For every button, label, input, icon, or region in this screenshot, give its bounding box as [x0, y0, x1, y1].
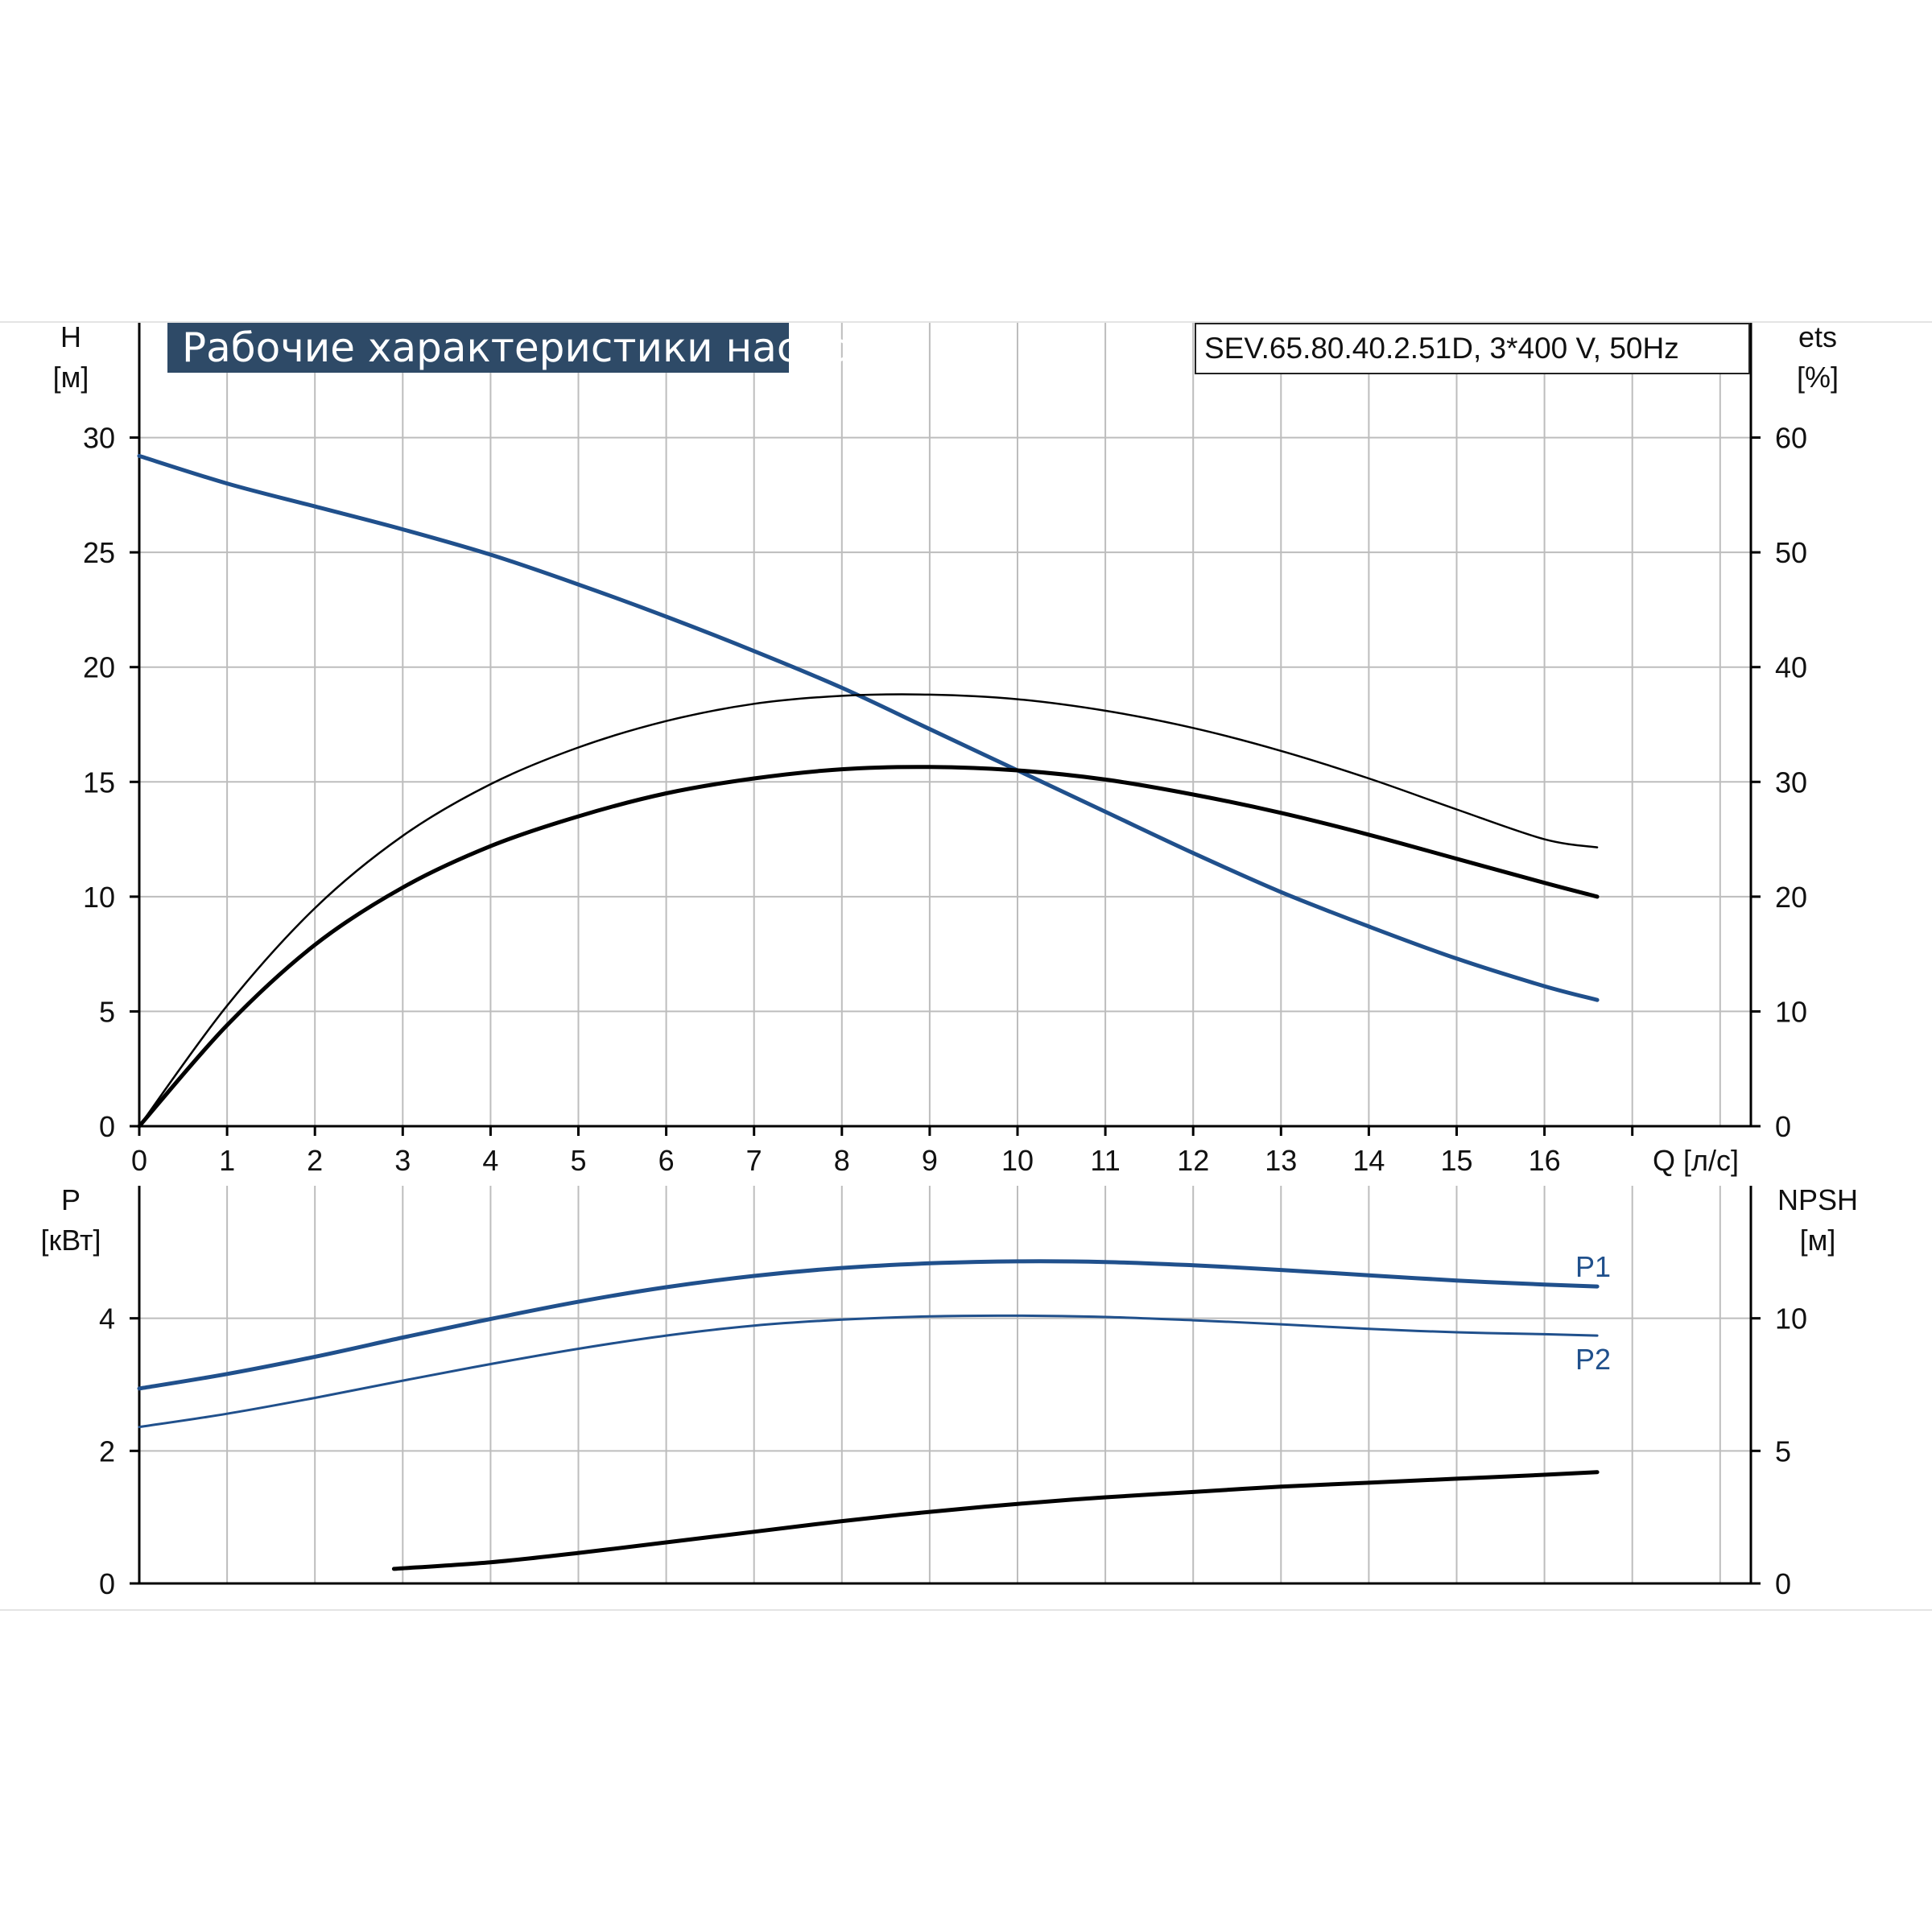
- y-right-tick-label: 10: [1775, 1302, 1807, 1335]
- x-axis-title: Q [л/с]: [1653, 1144, 1739, 1177]
- x-tick-label: 15: [1440, 1144, 1472, 1177]
- y-right-tick-label: 40: [1775, 651, 1807, 684]
- x-tick-label: 10: [1001, 1144, 1034, 1177]
- y-right-tick-label: 20: [1775, 881, 1807, 914]
- x-tick-label: 16: [1529, 1144, 1561, 1177]
- y-right-tick-label: 50: [1775, 536, 1807, 569]
- x-tick-label: 14: [1352, 1144, 1385, 1177]
- x-tick-label: 5: [570, 1144, 586, 1177]
- y-right-title: ets: [1798, 320, 1837, 353]
- x-tick-label: 2: [307, 1144, 323, 1177]
- series-label-P1: P1: [1575, 1250, 1611, 1283]
- series-line-1-0: [137, 1259, 1600, 1391]
- y-right-unit: [%]: [1797, 361, 1839, 394]
- x-tick-label: 6: [658, 1144, 675, 1177]
- y-right-tick-label: 0: [1775, 1110, 1791, 1143]
- y-right-tick-label: 60: [1775, 422, 1807, 455]
- x-tick-label: 8: [834, 1144, 850, 1177]
- y-left-tick-label: 0: [99, 1110, 115, 1143]
- x-tick-label: 9: [922, 1144, 938, 1177]
- x-tick-label: 0: [131, 1144, 147, 1177]
- series-line-0-1: [138, 693, 1599, 1128]
- y-left-title: P: [61, 1183, 80, 1216]
- x-tick-label: 7: [746, 1144, 762, 1177]
- series-line-0-0: [137, 453, 1600, 1002]
- y-left-tick-label: 2: [99, 1435, 115, 1468]
- y-right-unit: [м]: [1800, 1224, 1836, 1257]
- y-right-title: NPSH: [1777, 1183, 1858, 1216]
- model-label: SEV.65.80.40.2.51D, 3*400 V, 50Hz: [1195, 323, 1750, 374]
- series-line-1-1: [138, 1314, 1599, 1429]
- y-left-tick-label: 30: [83, 422, 115, 455]
- x-tick-label: 3: [394, 1144, 411, 1177]
- y-left-tick-label: 5: [99, 995, 115, 1028]
- y-left-tick-label: 25: [83, 536, 115, 569]
- chart-title: Рабочие характеристики насоса: [167, 323, 870, 373]
- bottom-separator: [0, 1609, 1932, 1611]
- y-left-title: H: [60, 320, 81, 353]
- y-left-tick-label: 20: [83, 651, 115, 684]
- y-right-tick-label: 10: [1775, 995, 1807, 1028]
- x-tick-label: 11: [1090, 1144, 1120, 1177]
- x-tick-label: 13: [1265, 1144, 1297, 1177]
- x-tick-label: 4: [482, 1144, 498, 1177]
- x-tick-label: 12: [1177, 1144, 1209, 1177]
- y-left-tick-label: 10: [83, 881, 115, 914]
- y-right-tick-label: 0: [1775, 1567, 1791, 1600]
- y-right-tick-label: 30: [1775, 766, 1807, 799]
- y-left-tick-label: 0: [99, 1567, 115, 1600]
- y-left-tick-label: 4: [99, 1302, 115, 1335]
- top-separator: [0, 321, 1932, 323]
- y-right-tick-label: 5: [1775, 1435, 1791, 1468]
- y-left-tick-label: 15: [83, 766, 115, 799]
- x-tick-label: 1: [219, 1144, 235, 1177]
- y-left-unit: [м]: [53, 361, 89, 394]
- series-label-P2: P2: [1575, 1343, 1611, 1376]
- series-line-1-2: [391, 1470, 1600, 1571]
- series-line-0-2: [137, 765, 1600, 1129]
- y-left-unit: [кВт]: [40, 1224, 101, 1257]
